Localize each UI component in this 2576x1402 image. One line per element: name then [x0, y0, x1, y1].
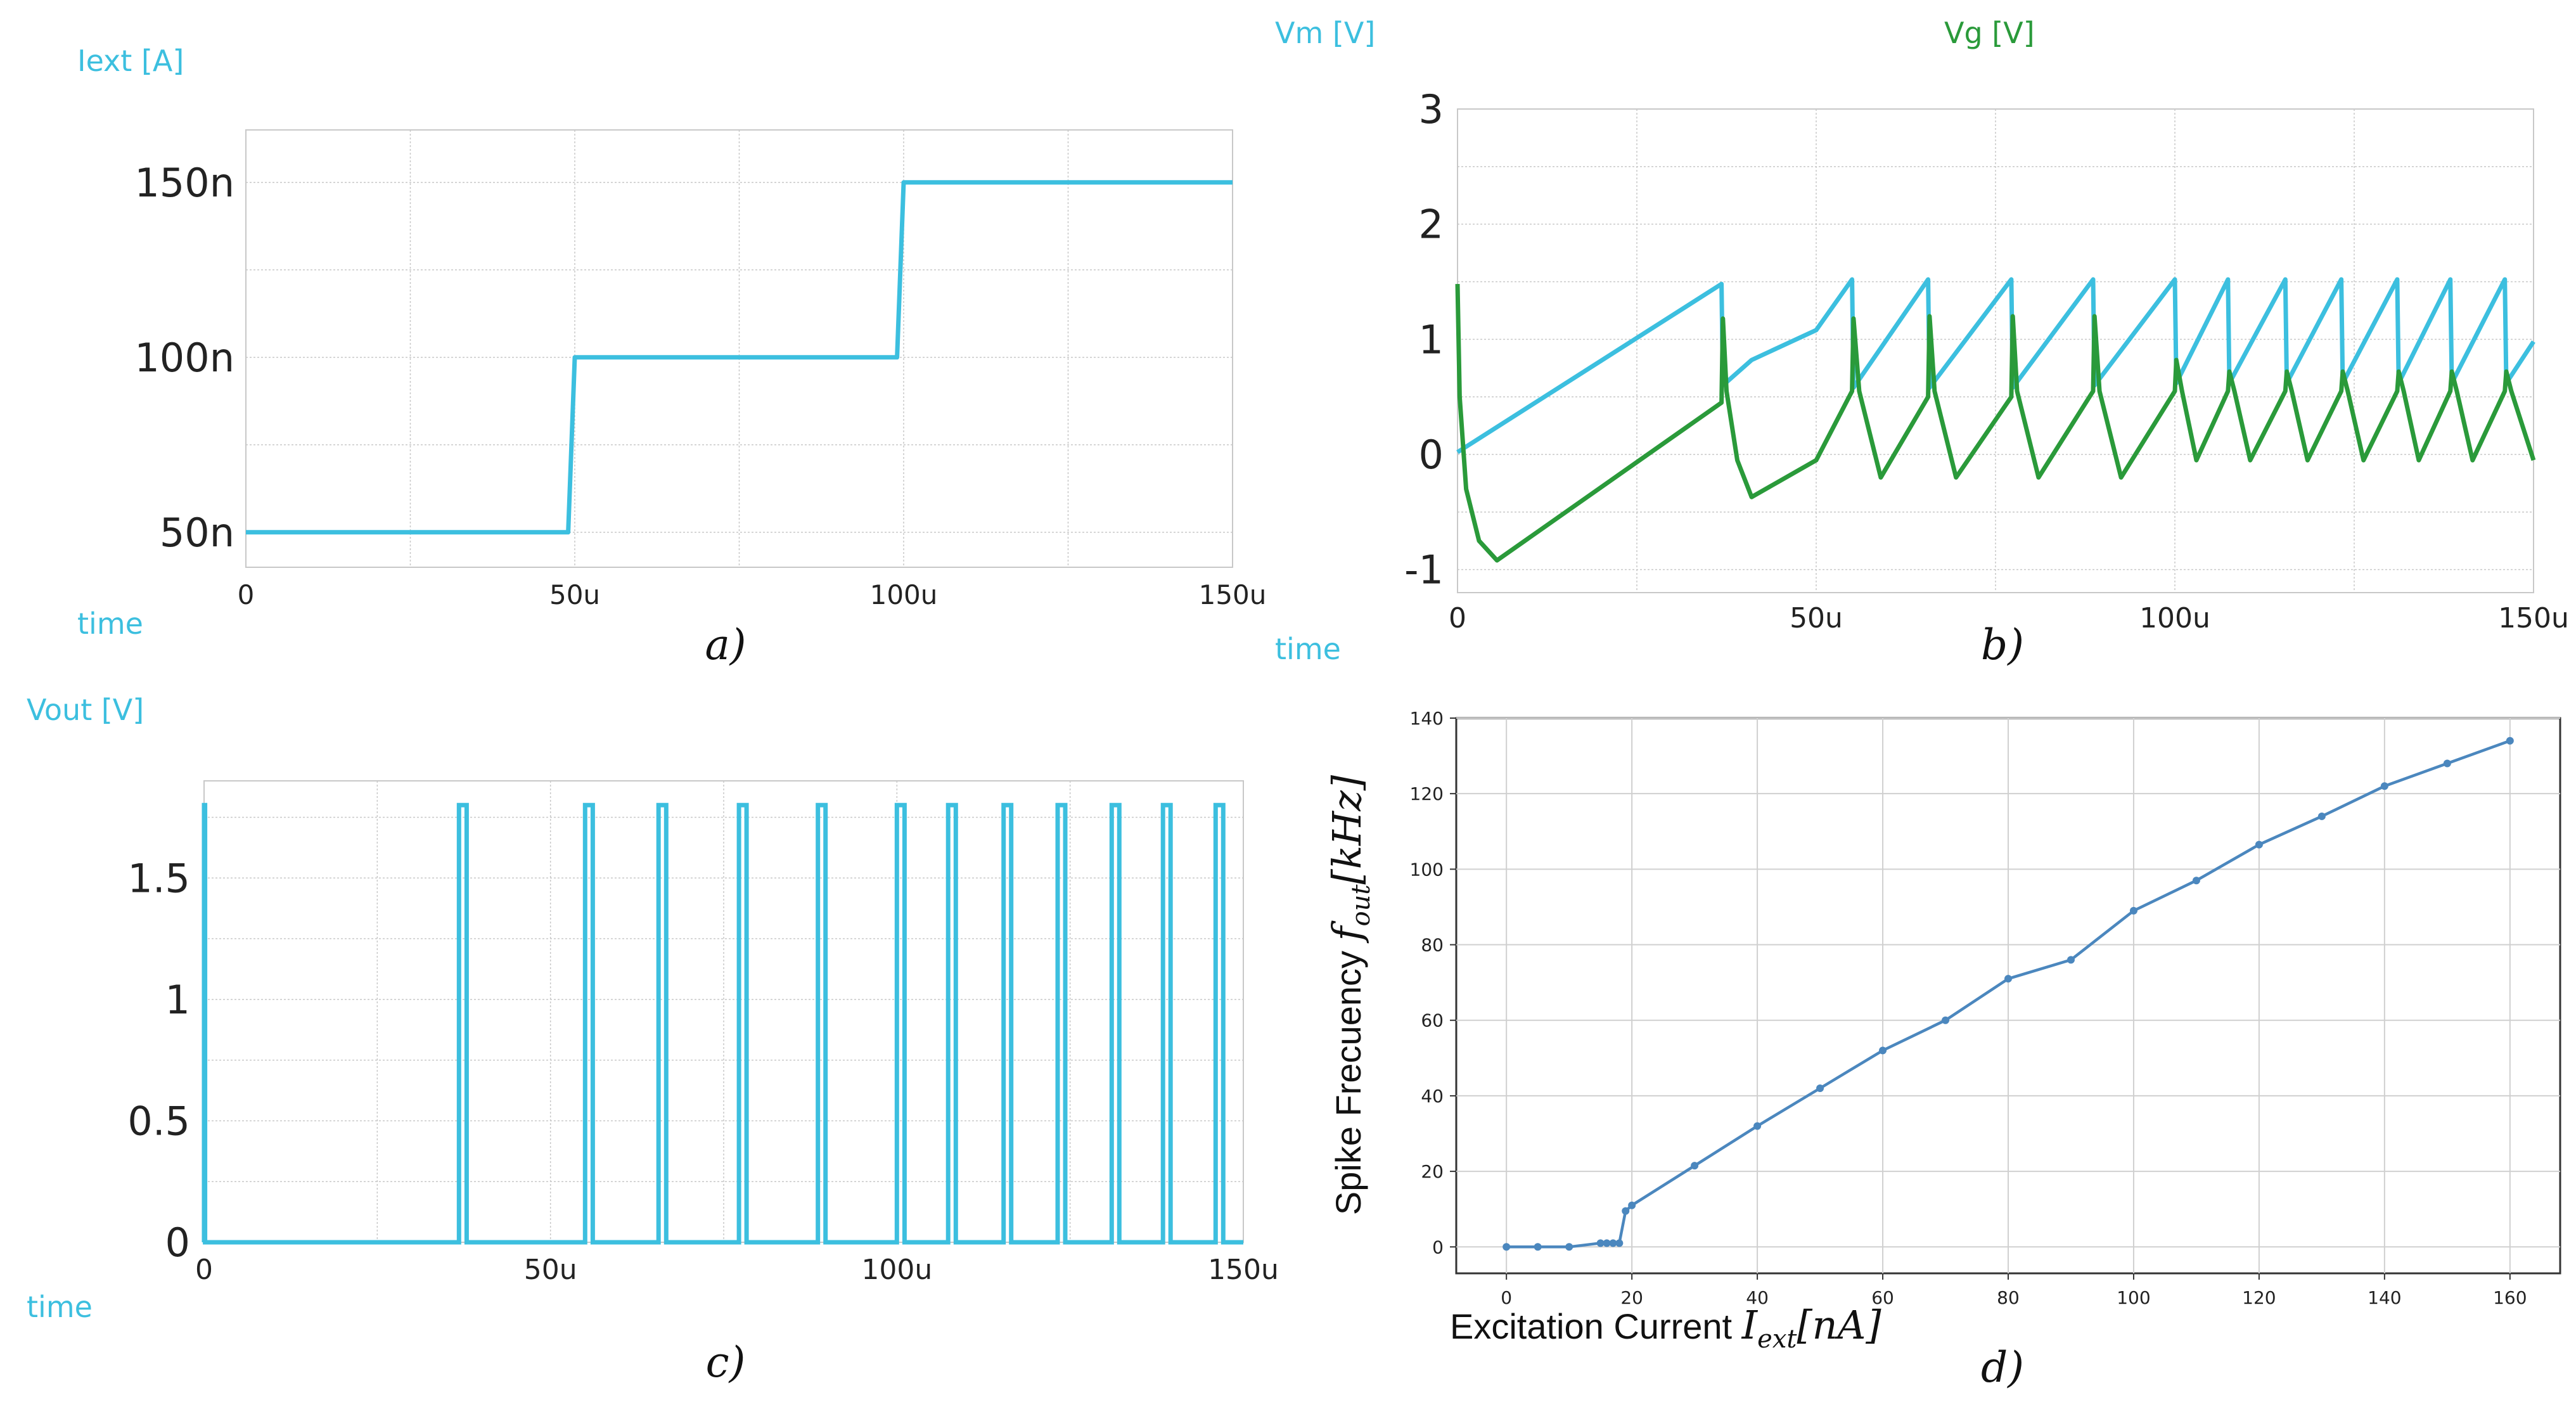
data-point	[2506, 736, 2514, 745]
data-point	[1596, 1239, 1605, 1247]
x-tick-label: 0	[1501, 1287, 1512, 1308]
panel-caption: d)	[1981, 1343, 2024, 1392]
data-point	[1609, 1239, 1617, 1247]
data-point	[2317, 812, 2326, 820]
data-point	[1628, 1201, 1636, 1209]
x-axis-label-math-sub: ext	[1757, 1325, 1797, 1354]
y-tick-label: 140	[1410, 708, 1444, 729]
y-tick-label: 20	[1421, 1161, 1444, 1182]
y-axis-label: Iext [A]	[77, 44, 184, 78]
x-tick-label: 100	[2117, 1287, 2150, 1308]
y-tick-label: 100n	[134, 335, 234, 381]
y-tick-label: 40	[1421, 1086, 1444, 1107]
y-tick-label: 0	[1432, 1237, 1444, 1257]
x-tick-label: 160	[2493, 1287, 2527, 1308]
x-tick-label: 0	[1449, 602, 1466, 634]
x-tick-label: 80	[1997, 1287, 2020, 1308]
data-point	[2192, 877, 2200, 885]
y-tick-label: 0	[165, 1219, 190, 1266]
y-axis-label-vg: Vg [V]	[1944, 16, 2035, 50]
data-point	[1879, 1046, 1887, 1055]
y-axis-label-text: Spike Frecuency	[1328, 941, 1368, 1215]
y-tick-label: 1	[1419, 316, 1444, 363]
data-point	[2129, 906, 2137, 915]
series-line-vm	[1456, 277, 2535, 454]
x-axis-label: time	[77, 607, 143, 641]
x-tick-label: 50u	[524, 1254, 577, 1286]
x-tick-label: 150u	[2498, 602, 2569, 634]
y-tick-label: 120	[1410, 783, 1444, 804]
x-tick-label: 100u	[870, 579, 938, 610]
panel-a: 0 50u 100u 150u 50n 100n 150n Iext [A] time a)	[77, 44, 1266, 669]
data-point	[1603, 1239, 1611, 1247]
y-axis-label-vm: Vm [V]	[1275, 16, 1375, 50]
data-point	[1534, 1243, 1542, 1251]
data-point	[1942, 1016, 1950, 1024]
x-tick-label: 20	[1620, 1287, 1643, 1308]
x-axis-label: Excitation Current Iext[nA]	[1450, 1302, 1881, 1354]
y-axis-label-math-sub: out	[1347, 884, 1376, 927]
x-tick-label: 0	[238, 579, 255, 610]
x-tick-label: 50u	[549, 579, 600, 610]
y-tick-label: 3	[1419, 86, 1444, 132]
panel-caption: a)	[705, 621, 746, 669]
series-line-iext	[246, 180, 1233, 535]
x-tick-label: 140	[2368, 1287, 2401, 1308]
y-axis-label-math-unit: [kHz]	[1324, 775, 1370, 884]
y-tick-label: 2	[1419, 202, 1444, 248]
y-tick-label: 150n	[134, 160, 234, 206]
x-tick-label: 60	[1871, 1287, 1894, 1308]
x-axis-label-text: Excitation Current	[1450, 1306, 1742, 1346]
x-tick-label: 150u	[1208, 1254, 1279, 1286]
y-axis-label: Vout [V]	[27, 693, 144, 727]
y-tick-label: 80	[1421, 935, 1444, 956]
data-point	[1503, 1243, 1511, 1251]
data-point	[2067, 956, 2075, 964]
series-line-vout	[202, 802, 1243, 1245]
data-point	[1615, 1239, 1624, 1247]
y-tick-label: 1.5	[127, 855, 190, 901]
data-point	[1622, 1207, 1630, 1215]
data-point	[2380, 782, 2388, 790]
x-axis-label-math-var: I	[1741, 1302, 1759, 1348]
x-axis-label-math-unit: [nA]	[1797, 1302, 1881, 1348]
data-point	[1816, 1084, 1824, 1092]
data-point	[1753, 1122, 1762, 1130]
panel-caption: b)	[1981, 621, 2024, 669]
data-point	[2255, 840, 2263, 849]
data-point	[1565, 1243, 1573, 1251]
x-tick-label: 50u	[1790, 602, 1843, 634]
x-axis-label: time	[1275, 632, 1341, 666]
x-tick-label: 100u	[861, 1254, 932, 1286]
y-tick-label: 1	[165, 977, 190, 1023]
y-tick-label: 0	[1419, 432, 1444, 478]
panel-c: 0 50u 100u 150u 0 0.5 1 1.5 Vout [V] time c)	[27, 693, 1279, 1387]
y-axis-label: Spike Frecuency fout[kHz]	[1324, 775, 1376, 1215]
data-point	[2004, 975, 2012, 983]
y-tick-label: -1	[1404, 547, 1444, 593]
x-tick-label: 150u	[1199, 579, 1267, 610]
panel-d: 0 20 40 60 80 100 120 140 160 0 20 40 60 80 100 120 140 E…	[1324, 708, 2561, 1392]
y-tick-label: 60	[1421, 1010, 1444, 1031]
x-axis-label: time	[27, 1290, 93, 1324]
x-tick-label: 40	[1746, 1287, 1769, 1308]
panel-caption: c)	[706, 1338, 746, 1387]
x-tick-label: 0	[195, 1254, 213, 1286]
series-line-vg	[1455, 284, 2536, 563]
y-tick-label: 0.5	[127, 1098, 190, 1144]
x-tick-label: 100u	[2139, 602, 2210, 634]
y-tick-label: 50n	[160, 510, 234, 556]
data-point	[1691, 1162, 1699, 1170]
data-point	[2443, 759, 2451, 768]
x-tick-label: 120	[2242, 1287, 2276, 1308]
y-tick-label: 100	[1410, 859, 1444, 880]
